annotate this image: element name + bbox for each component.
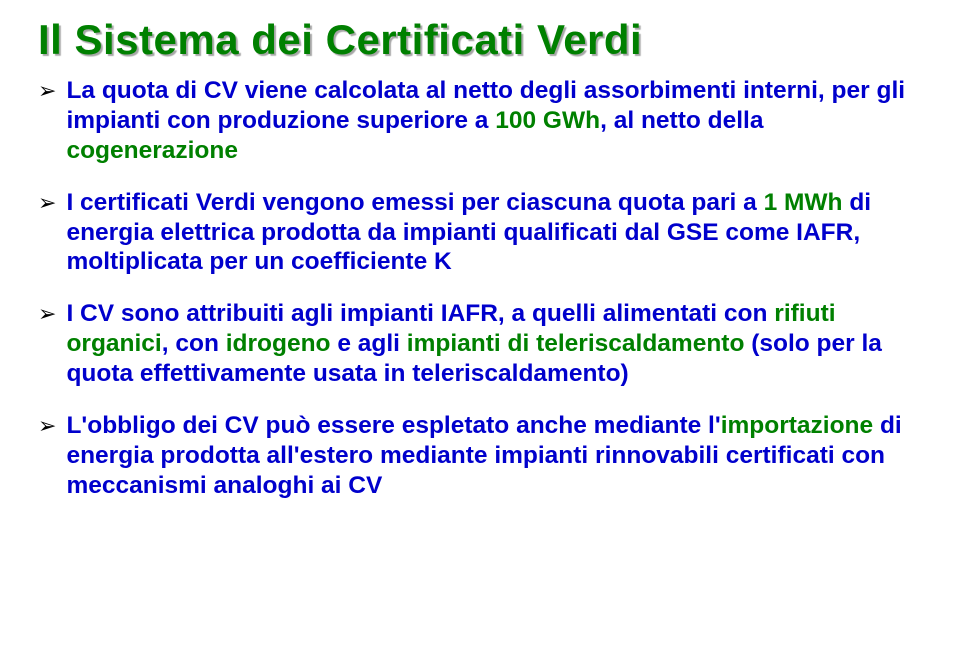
bullet-item: ➢ I certificati Verdi vengono emessi per …: [38, 188, 922, 278]
text-run: L'obbligo dei CV può essere espletato an…: [66, 412, 720, 439]
text-run: e agli: [331, 330, 407, 357]
text-run: prodotta: [261, 219, 360, 246]
bullet-list: ➢ La quota di CV viene calcolata al netto…: [38, 76, 922, 501]
bullet-item: ➢ La quota di CV viene calcolata al netto…: [38, 76, 922, 166]
bullet-text: I certificati Verdi vengono emessi per c…: [66, 188, 922, 278]
slide-title: Il Sistema dei Certificati Verdi: [38, 18, 922, 62]
text-run: idrogeno: [226, 330, 331, 357]
bullet-text: La quota di CV viene calcolata al netto …: [66, 76, 922, 166]
chevron-right-icon: ➢: [38, 190, 56, 217]
text-run: importazione: [721, 412, 873, 439]
chevron-right-icon: ➢: [38, 78, 56, 105]
bullet-item: ➢ L'obbligo dei CV può essere espletato a…: [38, 411, 922, 501]
bullet-text: I CV sono attribuiti agli impianti IAFR,…: [66, 299, 922, 389]
text-run: impianti di teleriscaldamento: [407, 330, 745, 357]
text-run: , al netto della: [600, 107, 763, 134]
text-run: cogenerazione: [66, 137, 238, 164]
bullet-text: L'obbligo dei CV può essere espletato an…: [66, 411, 922, 501]
chevron-right-icon: ➢: [38, 413, 56, 440]
text-run: , con: [162, 330, 226, 357]
text-run: I certificati Verdi vengono emessi per c…: [66, 189, 763, 216]
bullet-item: ➢ I CV sono attribuiti agli impianti IAFR…: [38, 299, 922, 389]
text-run: 100 GWh: [495, 107, 600, 134]
text-run: 1 MWh: [764, 189, 843, 216]
slide: Il Sistema dei Certificati Verdi ➢ La quo…: [0, 0, 960, 665]
text-run: I CV sono attribuiti agli impianti IAFR,…: [66, 300, 774, 327]
text-run: La quota di CV viene calcolata al netto …: [66, 77, 905, 134]
chevron-right-icon: ➢: [38, 301, 56, 328]
